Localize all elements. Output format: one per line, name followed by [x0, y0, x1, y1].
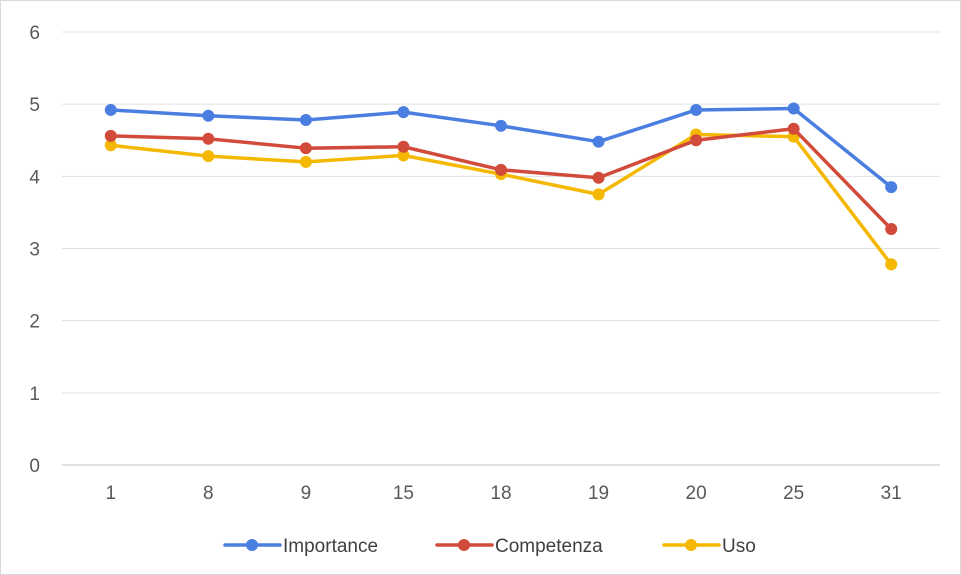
x-axis-ticks: 1 8 9 15 18 19 20 25 31 — [105, 483, 901, 504]
data-point-competenza — [787, 122, 800, 135]
y-tick-label: 4 — [29, 167, 40, 188]
data-point-competenza — [104, 129, 117, 142]
data-point-competenza — [690, 134, 703, 147]
x-tick-label: 8 — [203, 483, 214, 504]
legend-label: Competenza — [495, 536, 603, 557]
data-point-importance — [104, 103, 117, 116]
x-tick-label: 18 — [490, 483, 511, 504]
y-tick-label: 2 — [29, 312, 40, 333]
series-line-uso — [109, 132, 893, 267]
data-point-competenza — [495, 163, 507, 176]
legend-swatch-marker — [685, 539, 697, 551]
data-point-uso — [299, 155, 312, 168]
data-point-competenza — [299, 142, 312, 155]
data-point-uso — [885, 258, 898, 271]
y-tick-label: 6 — [29, 23, 40, 44]
y-tick-label: 5 — [29, 95, 40, 116]
x-tick-label: 25 — [783, 483, 804, 504]
x-tick-label: 1 — [105, 483, 116, 504]
data-point-importance — [299, 114, 312, 127]
data-point-importance — [690, 103, 703, 116]
data-point-importance — [885, 181, 898, 194]
x-tick-label: 19 — [588, 483, 609, 504]
data-point-competenza — [202, 132, 215, 145]
data-point-importance — [397, 106, 410, 119]
x-tick-label: 20 — [686, 483, 707, 504]
data-point-competenza — [397, 140, 410, 153]
y-tick-label: 1 — [29, 384, 40, 405]
data-point-importance — [592, 135, 605, 148]
data-point-uso — [397, 149, 410, 162]
data-point-competenza — [592, 171, 605, 184]
gridlines — [62, 31, 940, 466]
x-tick-label: 9 — [301, 483, 312, 504]
data-point-uso — [202, 150, 215, 163]
data-point-importance — [787, 102, 800, 115]
data-point-uso — [592, 188, 605, 201]
data-point-competenza — [885, 223, 898, 236]
legend-swatch-marker — [246, 539, 258, 551]
legend-swatch-marker — [458, 539, 470, 551]
y-tick-label: 3 — [29, 240, 40, 261]
x-tick-label: 31 — [881, 483, 902, 504]
data-point-importance — [202, 109, 215, 122]
legend-label: Uso — [722, 536, 756, 557]
data-point-importance — [495, 119, 507, 132]
y-axis-ticks: 0 1 2 3 4 5 6 — [29, 23, 40, 477]
legend: Importance Competenza Uso — [223, 536, 756, 557]
legend-label: Importance — [283, 536, 378, 557]
data-point-uso — [104, 139, 117, 152]
x-tick-label: 15 — [393, 483, 414, 504]
series-group — [104, 102, 898, 271]
y-tick-label: 0 — [29, 456, 40, 477]
